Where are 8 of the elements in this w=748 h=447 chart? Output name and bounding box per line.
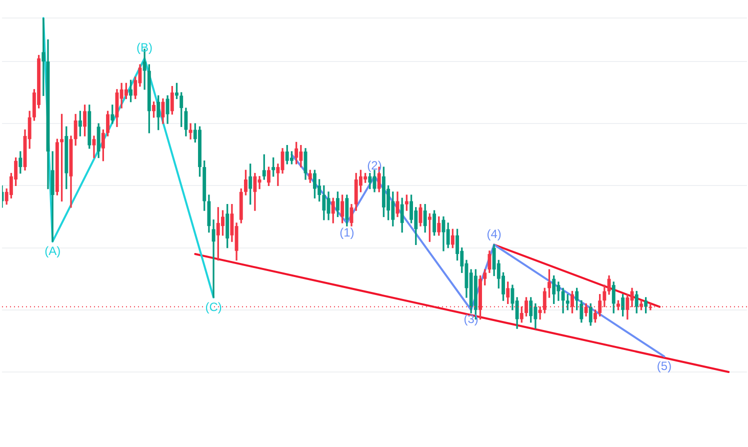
- annotation: (C): [205, 300, 222, 314]
- annotation: (3): [464, 312, 478, 326]
- annotation: (B): [136, 40, 153, 55]
- annotation: (5): [656, 358, 672, 373]
- annotation: (2): [367, 158, 382, 173]
- annotation: (1): [340, 225, 354, 240]
- annotation: (4): [486, 226, 502, 241]
- annotation: (A): [44, 244, 61, 258]
